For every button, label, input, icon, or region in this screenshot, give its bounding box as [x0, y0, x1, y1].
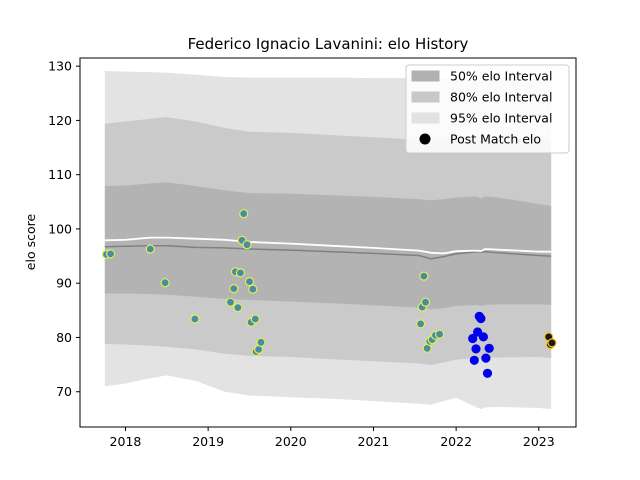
legend-label: 80% elo Interval [450, 90, 552, 105]
x-tick-label: 2018 [110, 434, 142, 449]
legend-label: Post Match elo [450, 132, 541, 147]
y-axis-label: elo score [23, 214, 38, 271]
x-tick-label: 2023 [523, 434, 555, 449]
data-point [478, 332, 488, 342]
band-80 [104, 117, 552, 366]
y-tick-label: 130 [48, 59, 72, 74]
data-point [484, 343, 494, 353]
data-point [244, 277, 255, 287]
x-tick-label: 2021 [358, 434, 390, 449]
data-point [419, 271, 429, 281]
plot-area [101, 71, 557, 410]
axes-frame [79, 57, 577, 428]
data-point [471, 344, 481, 354]
legend-swatch [411, 70, 440, 82]
data-point [248, 284, 258, 294]
y-tick-label: 110 [48, 167, 72, 182]
y-tick-label: 100 [48, 221, 72, 236]
y-tick-label: 90 [56, 276, 72, 291]
data-point [420, 297, 431, 307]
y-tick-label: 80 [56, 330, 72, 345]
x-tick-label: 2019 [192, 434, 224, 449]
y-axis: 70 80 90 100 110 120 130 [48, 59, 80, 399]
data-point [229, 284, 239, 294]
data-point [242, 240, 252, 250]
data-point [481, 353, 491, 363]
y-tick-label: 120 [48, 113, 72, 128]
x-tick-label: 2022 [440, 434, 472, 449]
data-point [473, 327, 483, 337]
data-point [476, 313, 486, 324]
chart-title: Federico Ignacio Lavanini: elo History [188, 35, 469, 53]
data-point [468, 333, 478, 344]
y-tick-label: 70 [56, 384, 72, 399]
legend-marker [419, 133, 431, 145]
data-point [469, 355, 479, 365]
data-point [482, 368, 493, 378]
data-point [225, 297, 236, 307]
x-tick-label: 2020 [275, 434, 307, 449]
legend-swatch [411, 112, 440, 124]
legend: 50% elo Interval 80% elo Interval 95% elo … [405, 64, 570, 154]
data-point [416, 319, 426, 329]
median-line [104, 245, 552, 260]
data-point [256, 337, 266, 347]
x-axis: 2018 2019 2020 2021 2022 2023 [110, 427, 555, 449]
legend-swatch [411, 91, 440, 103]
data-point [160, 278, 170, 288]
data-point [250, 314, 260, 324]
data-point [235, 268, 245, 278]
data-point [435, 329, 445, 339]
mean-line [104, 236, 552, 255]
legend-label: 50% elo Interval [450, 69, 552, 84]
data-point [105, 249, 116, 259]
data-point [190, 314, 200, 324]
legend-box [405, 64, 570, 154]
data-point [239, 209, 249, 219]
data-point [233, 303, 243, 313]
legend-label: 95% elo Interval [450, 111, 552, 126]
data-point [145, 244, 155, 254]
data-point [547, 338, 557, 348]
band-95 [104, 71, 552, 410]
